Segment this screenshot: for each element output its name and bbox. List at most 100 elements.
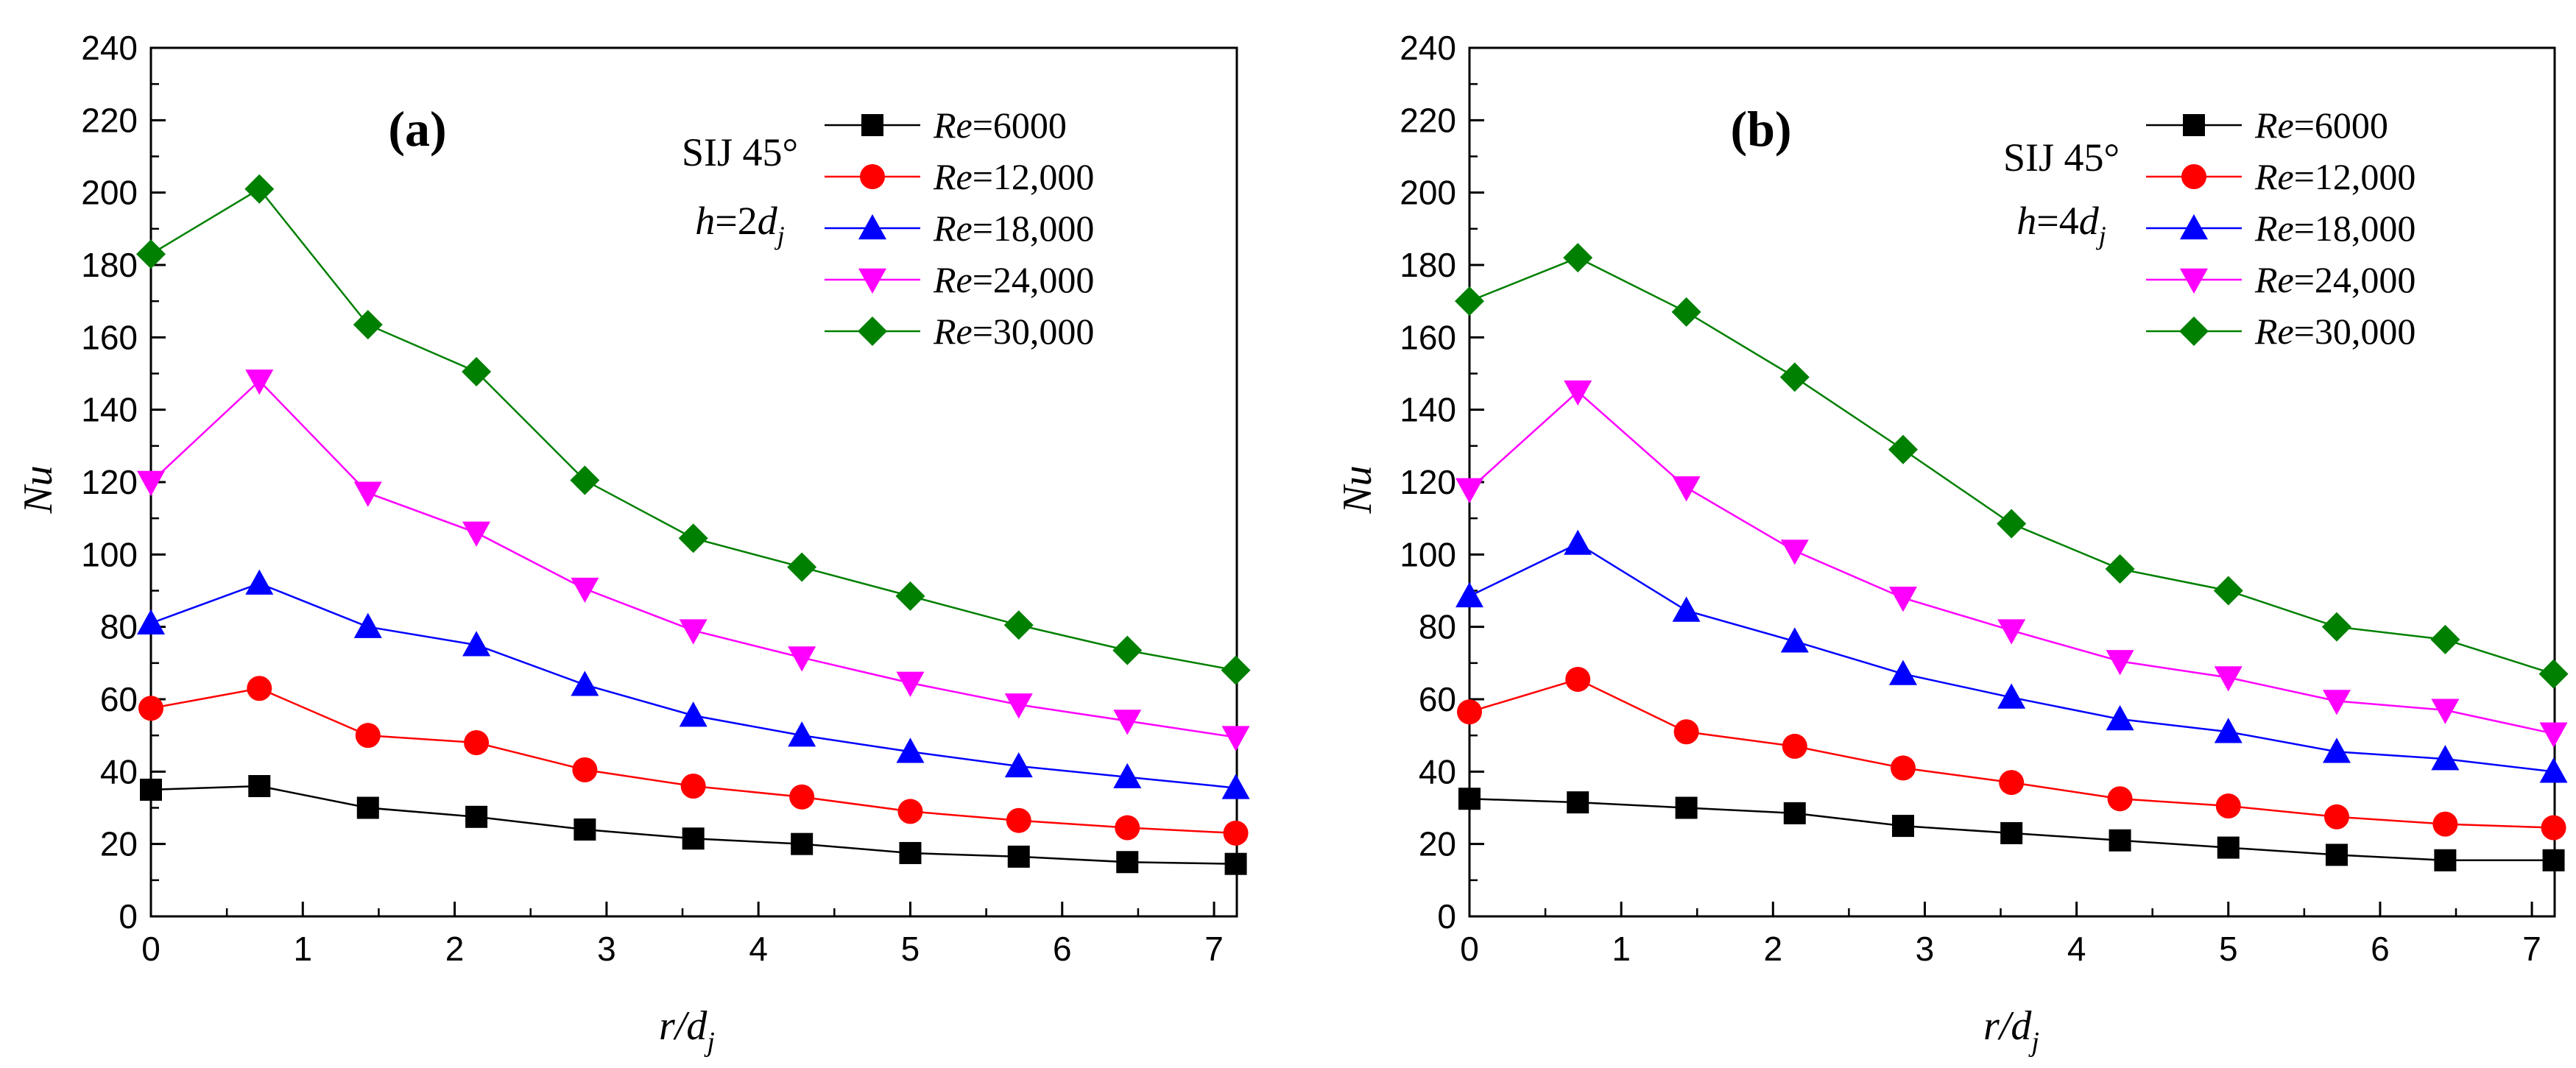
panel-b-legend-marker-Re30000: [2179, 316, 2209, 346]
panel-a-point-Re6000: [1224, 852, 1247, 875]
panel-b-point-Re12000: [2323, 804, 2349, 830]
panel-a-point-Re6000: [574, 818, 596, 841]
panel-b-point-Re6000: [2325, 844, 2348, 866]
panel-a-legend-marker-Re18000: [858, 214, 886, 240]
panel-a-point-Re30000: [462, 357, 492, 387]
panel-b-x-tick-label: 5: [2219, 930, 2238, 968]
panel-b-legend-value: =24,000: [2294, 259, 2416, 300]
panel-b-point-Re30000: [1563, 243, 1593, 273]
panel-a-y-tick-label: 80: [100, 608, 138, 646]
panel-a-point-Re24000: [353, 481, 382, 507]
panel-a-point-Re18000: [1004, 752, 1033, 778]
panel-a-point-Re6000: [682, 827, 705, 850]
panel-a-point-Re30000: [1112, 635, 1143, 665]
panel-b-y-tick-label: 220: [1400, 101, 1456, 139]
panel-b-point-Re30000: [2538, 659, 2569, 689]
panel-a-point-Re18000: [1221, 774, 1250, 799]
panel-a-y-tick-label: 20: [100, 825, 138, 863]
panel-b-point-Re18000: [1455, 581, 1483, 608]
panel-b-point-Re24000: [2322, 690, 2351, 715]
panel-b-point-Re18000: [2539, 757, 2568, 783]
panel-b-point-Re18000: [1780, 627, 1809, 653]
panel-a-annotation-h: h: [695, 199, 715, 243]
panel-b-point-Re24000: [1564, 380, 1592, 406]
panel-a-legend-marker-Re30000: [858, 316, 887, 346]
panel-a-y-tick-label: 200: [81, 174, 138, 212]
panel-a-legend-label-Re12000: Re=12,000: [933, 156, 1094, 197]
panel-a-point-Re18000: [896, 738, 925, 763]
panel-b-point-Re18000: [2322, 738, 2351, 763]
panel-a-point-Re12000: [1223, 820, 1249, 846]
panel-a-y-tick-label: 180: [81, 246, 138, 284]
panel-a-x-tick-label: 6: [1053, 930, 1072, 968]
panel-b-point-Re6000: [2000, 821, 2023, 844]
panel-a-point-Re18000: [1113, 763, 1142, 788]
panel-a-x-tick-label: 4: [749, 930, 768, 968]
panel-b-point-Re18000: [1672, 596, 1701, 622]
panel-b-x-tick-label: 0: [1460, 930, 1479, 968]
panel-b-point-Re24000: [2214, 666, 2242, 692]
panel-a-point-Re12000: [789, 784, 815, 810]
panel-b-point-Re30000: [1779, 362, 1810, 392]
panel-b-legend-prefix: Re: [2254, 259, 2294, 300]
panel-a-point-Re24000: [571, 577, 599, 604]
panel-a-point-Re6000: [899, 841, 922, 864]
panel-b-y-tick-label: 100: [1400, 535, 1456, 573]
panel-b-point-Re12000: [1673, 719, 1699, 745]
panel-a-x-tick-label: 1: [293, 930, 312, 968]
panel-a-x-tick-label: 2: [445, 930, 465, 968]
panel-b-point-Re18000: [2214, 718, 2242, 743]
panel-a-point-Re6000: [1007, 845, 1030, 868]
panel-a-point-Re18000: [137, 609, 165, 634]
panel-a-point-Re30000: [244, 174, 275, 204]
panel-b-y-tick-label: 140: [1400, 391, 1456, 429]
panel-b-legend-prefix: Re: [2254, 105, 2294, 146]
panel-a-annotation-sub: j: [774, 221, 785, 250]
panel-b-x-axis-label-main: r/d: [1983, 1003, 2032, 1049]
panel-b-point-Re24000: [1997, 619, 2026, 645]
panel-a-point-Re30000: [678, 523, 708, 554]
panel-b-y-tick-label: 20: [1419, 825, 1456, 863]
panel-a-point-Re12000: [355, 723, 381, 749]
panel-b-plot-layer: 0 20 40 60 80 100 120 140 160 180 200 220 240 0 1 2 3 4 5 6…: [1400, 29, 2569, 968]
panel-a-point-Re6000: [140, 778, 162, 801]
panel-a-point-Re24000: [788, 646, 816, 672]
panel-a-point-Re30000: [895, 581, 925, 611]
panel-a-point-Re30000: [1003, 610, 1034, 640]
panel-a-legend-marker-Re12000: [860, 164, 885, 189]
panel-a-y-tick-label: 60: [100, 680, 138, 718]
panel-a-point-Re30000: [787, 552, 817, 582]
panel-b-legend-marker-Re6000: [2183, 114, 2205, 136]
panel-a-point-Re24000: [1113, 710, 1142, 735]
panel-a-legend-prefix: Re: [933, 259, 973, 300]
panel-b-point-Re30000: [2430, 624, 2460, 654]
panel-b-point-Re6000: [1567, 791, 1589, 814]
panel-b-legend-marker-Re12000: [2181, 164, 2206, 189]
panel-a-point-Re24000: [1004, 693, 1033, 719]
panel-b-y-axis-label: Nu: [1335, 465, 1380, 514]
panel-b-point-Re6000: [2434, 849, 2457, 871]
panel-a-point-Re6000: [1116, 851, 1139, 874]
panel-b-legend-label-Re12000: Re=12,000: [2254, 156, 2416, 197]
panel-b-point-Re12000: [2215, 793, 2241, 819]
panel-b-point-Re30000: [1997, 509, 2027, 539]
panel-b-point-Re12000: [2432, 811, 2458, 837]
panel-b-annotation-line2: h=4dj: [2016, 199, 2106, 250]
panel-b-x-tick-label: 1: [1612, 930, 1631, 968]
panel-b-annotation-sub: j: [2096, 221, 2106, 250]
panel-a-legend-value: =6000: [973, 105, 1067, 146]
panel-b-y-tick-label: 120: [1400, 463, 1456, 501]
panel-b-point-Re6000: [2217, 836, 2240, 859]
panel-a-y-tick-label: 240: [81, 29, 138, 67]
panel-b-point-Re12000: [1457, 699, 1482, 725]
panel-b-point-Re6000: [2542, 849, 2565, 871]
panel-b-point-Re18000: [1997, 683, 2026, 709]
panel-a-x-tick-label: 0: [141, 930, 160, 968]
panel-a-point-Re30000: [570, 465, 600, 495]
panel-a-point-Re24000: [462, 521, 491, 547]
panel-b-legend-value: =12,000: [2294, 156, 2416, 197]
panel-b-y-tick-label: 160: [1400, 318, 1456, 356]
panel-a-point-Re30000: [136, 239, 166, 269]
panel-a-point-Re24000: [896, 671, 925, 697]
